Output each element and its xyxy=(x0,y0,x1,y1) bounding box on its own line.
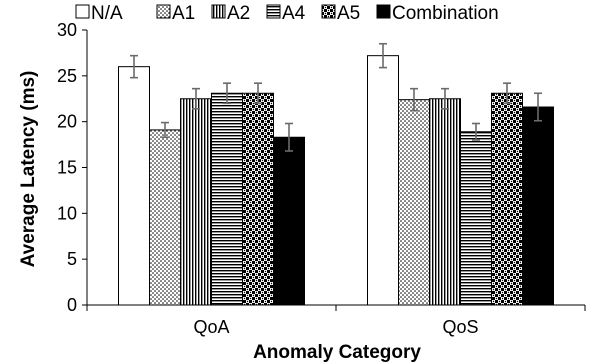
legend-swatch xyxy=(376,4,391,19)
error-bar xyxy=(410,87,418,112)
x-axis-title: Anomaly Category xyxy=(253,342,421,363)
legend-item: A5 xyxy=(321,3,360,24)
bar-a5-qos xyxy=(491,92,523,306)
legend-item: Combination xyxy=(376,3,499,24)
y-tick-label: 20 xyxy=(57,112,77,132)
error-bar xyxy=(379,42,387,69)
legend-label: A4 xyxy=(282,3,306,24)
y-tick-label: 5 xyxy=(67,249,77,269)
bar-combination-qos xyxy=(522,106,554,306)
bar-a1-qoa xyxy=(149,129,181,306)
y-tick-label: 10 xyxy=(57,203,77,223)
bar-combination-qoa xyxy=(273,136,305,306)
y-tick-label: 25 xyxy=(57,66,77,86)
y-tick-label: 0 xyxy=(67,295,77,315)
legend-swatch xyxy=(211,4,226,19)
legend-item: A2 xyxy=(211,3,250,24)
legend: N/A A1 A2 A4 A5 Combination xyxy=(75,3,499,24)
legend-swatch xyxy=(266,4,281,19)
legend-label: N/A xyxy=(91,3,123,24)
y-axis: 0 5 10 15 20 25 30 xyxy=(57,20,88,315)
category-label: QoS xyxy=(442,317,478,337)
y-axis-title: Average Latency (ms) xyxy=(18,71,39,268)
error-bar xyxy=(441,87,449,110)
bar-a5-qoa xyxy=(242,92,274,306)
y-tick-label: 15 xyxy=(57,158,77,178)
bar-a4-qoa xyxy=(211,92,243,306)
bar-na-qos xyxy=(367,55,399,306)
legend-swatch xyxy=(156,4,171,19)
legend-label: A5 xyxy=(337,3,360,24)
error-bar xyxy=(161,121,169,139)
bar-na-qoa xyxy=(118,66,150,306)
legend-label: A2 xyxy=(227,3,250,24)
error-bar xyxy=(472,122,480,141)
error-bar xyxy=(534,92,542,122)
error-bar xyxy=(130,54,138,79)
error-bar xyxy=(254,82,262,105)
x-axis: QoA QoS xyxy=(86,304,586,337)
bar-a2-qoa xyxy=(180,98,212,306)
error-bar xyxy=(223,82,231,105)
legend-label: A1 xyxy=(172,3,195,24)
error-bar xyxy=(192,87,200,110)
legend-item: A1 xyxy=(156,3,195,24)
legend-item: A4 xyxy=(266,3,306,24)
error-bar xyxy=(285,122,293,152)
bar-a1-qos xyxy=(398,99,430,306)
legend-label: Combination xyxy=(392,3,499,24)
bar-a2-qos xyxy=(429,98,461,306)
error-bar xyxy=(503,82,511,105)
legend-item: N/A xyxy=(75,3,123,24)
legend-swatch xyxy=(75,4,90,19)
bar-a4-qos xyxy=(460,131,492,306)
plot-area xyxy=(118,42,554,306)
y-tick-label: 30 xyxy=(57,20,77,40)
legend-swatch xyxy=(321,4,336,19)
category-label: QoA xyxy=(193,317,229,337)
